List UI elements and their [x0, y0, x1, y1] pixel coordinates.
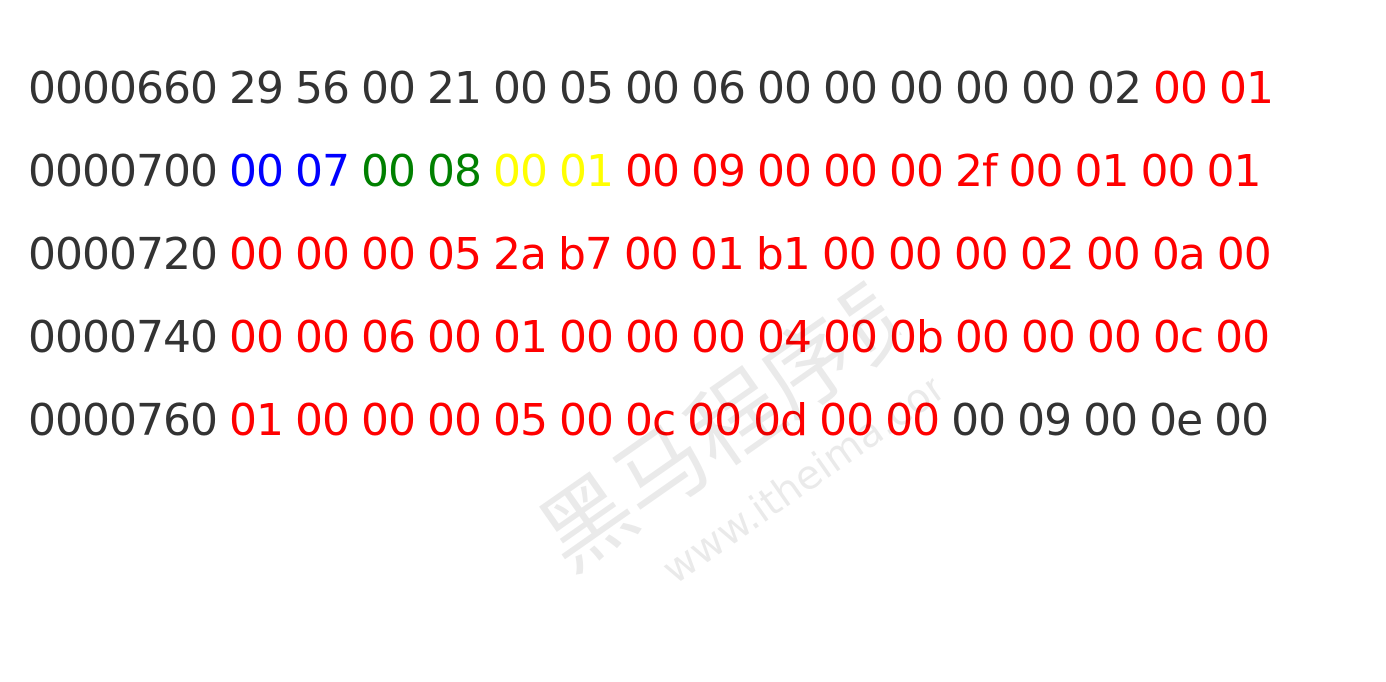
- hex-byte: 00: [954, 63, 1010, 114]
- hex-byte: 2a: [492, 229, 547, 280]
- hex-byte: 00: [1083, 395, 1138, 446]
- hex-byte: 00: [953, 229, 1009, 280]
- hex-byte: 02: [1019, 229, 1075, 280]
- hex-byte: 00: [228, 229, 284, 280]
- hex-byte: 0d: [753, 395, 808, 446]
- hex-byte: 00: [1214, 395, 1269, 446]
- hex-byte: 56: [294, 63, 350, 114]
- hex-byte: 00: [1020, 312, 1076, 363]
- hex-byte: 0c: [1152, 312, 1204, 363]
- hex-byte: 00: [1140, 146, 1195, 197]
- hex-byte: 02: [1086, 63, 1142, 114]
- hex-byte: 00: [294, 312, 350, 363]
- hex-byte: 00: [690, 312, 746, 363]
- hex-byte: 09: [1017, 395, 1072, 446]
- hex-byte: 01: [228, 395, 284, 446]
- hex-address: 0000760: [28, 395, 218, 446]
- hex-address: 0000720: [28, 229, 218, 280]
- hex-byte: 05: [492, 395, 548, 446]
- hex-byte: 00: [558, 395, 614, 446]
- hex-byte: 07: [294, 146, 350, 197]
- hex-byte: 00: [1215, 312, 1270, 363]
- hex-byte: 00: [1085, 229, 1141, 280]
- hex-byte: 00: [951, 395, 1006, 446]
- hex-byte: b1: [755, 229, 811, 280]
- hex-byte: 00: [687, 395, 742, 446]
- hex-byte: 00: [294, 229, 350, 280]
- hex-byte: 00: [360, 229, 416, 280]
- hex-address: 0000700: [28, 146, 218, 197]
- hex-byte: 00: [492, 146, 548, 197]
- hex-byte: 01: [1218, 63, 1274, 114]
- hex-byte: 00: [756, 63, 812, 114]
- hex-byte: 00: [756, 146, 812, 197]
- hex-byte: 05: [558, 63, 614, 114]
- hex-byte: 00: [1020, 63, 1076, 114]
- hex-byte: 01: [689, 229, 745, 280]
- hex-byte: 00: [888, 146, 944, 197]
- hex-byte: 01: [1206, 146, 1261, 197]
- hex-byte: 00: [822, 146, 878, 197]
- hex-byte: 01: [492, 312, 548, 363]
- hex-byte: 00: [1008, 146, 1063, 197]
- hex-byte: 00: [885, 395, 940, 446]
- hex-byte: 00: [822, 312, 878, 363]
- hex-byte: 00: [624, 63, 680, 114]
- hex-byte: 00: [426, 395, 482, 446]
- hex-line: 0000700 00 07 00 08 00 01 00 09 00 00 00 2f 00 01 00 01: [28, 115, 1273, 229]
- hex-byte: 09: [690, 146, 746, 197]
- hex-byte: 06: [690, 63, 746, 114]
- hex-byte: 00: [228, 146, 284, 197]
- hex-byte: 00: [887, 229, 943, 280]
- hex-byte: 0a: [1151, 229, 1206, 280]
- hex-byte: 00: [624, 312, 680, 363]
- hex-byte: 01: [558, 146, 614, 197]
- hex-byte: 00: [954, 312, 1010, 363]
- hex-byte: 00: [558, 312, 614, 363]
- hex-byte: 00: [360, 395, 416, 446]
- hex-byte: 00: [228, 312, 284, 363]
- hex-byte: 00: [624, 146, 680, 197]
- hex-byte: 00: [1152, 63, 1208, 114]
- hex-byte: 29: [228, 63, 284, 114]
- hex-dump: 0000660 29 56 00 21 00 05 00 06 00 00 00 00 00 02 00 01 0…: [28, 32, 1274, 478]
- hex-byte: 00: [623, 229, 679, 280]
- hex-byte: 00: [360, 146, 416, 197]
- hex-line: 0000720 00 00 00 05 2a b7 00 01 b1 00 00 00 02 00 0a 00: [28, 198, 1273, 312]
- hex-byte: 00: [1216, 229, 1272, 280]
- hex-byte: 2f: [954, 146, 997, 197]
- hex-line: 0000740 00 00 06 00 01 00 00 00 04 00 0b 00 00 00 0c 00: [28, 281, 1273, 395]
- hex-byte: 00: [426, 312, 482, 363]
- hex-byte: 00: [822, 63, 878, 114]
- hex-byte: 04: [756, 312, 812, 363]
- hex-byte: 00: [821, 229, 877, 280]
- hex-byte: 08: [426, 146, 482, 197]
- hex-byte: 21: [426, 63, 482, 114]
- hex-byte: 00: [888, 63, 944, 114]
- hex-byte: 05: [426, 229, 482, 280]
- hex-byte: 00: [1086, 312, 1142, 363]
- hex-address: 0000740: [28, 312, 218, 363]
- hex-byte: 0b: [888, 312, 944, 363]
- hex-byte: 00: [360, 63, 416, 114]
- hex-byte: 00: [819, 395, 874, 446]
- hex-byte: 00: [492, 63, 548, 114]
- hex-byte: 06: [360, 312, 416, 363]
- hex-byte: 00: [294, 395, 350, 446]
- hex-byte: 01: [1074, 146, 1129, 197]
- hex-byte: b7: [557, 229, 613, 280]
- hex-line: 0000760 01 00 00 00 05 00 0c 00 0d 00 00 00 09 00 0e 00: [28, 364, 1273, 478]
- hex-line: 0000660 29 56 00 21 00 05 00 06 00 00 00 00 00 02 00 01: [28, 32, 1274, 146]
- hex-byte: 0c: [624, 395, 676, 446]
- hex-address: 0000660: [28, 63, 218, 114]
- hex-byte: 0e: [1149, 395, 1203, 446]
